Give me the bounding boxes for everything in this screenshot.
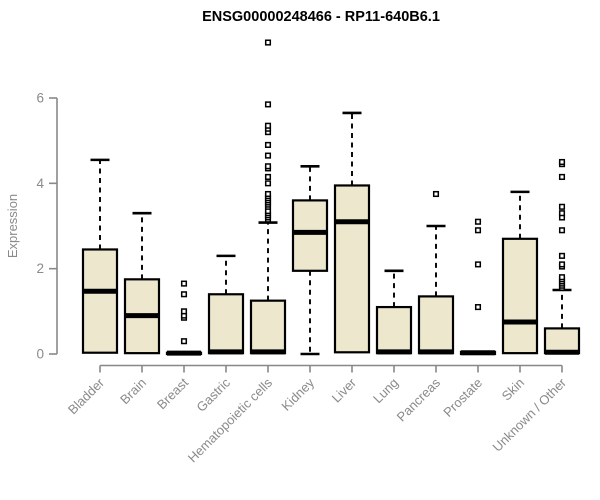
outlier-hematopoietic-cells [264, 173, 272, 180]
box-unknown-other [543, 327, 581, 355]
box-gastric [207, 293, 245, 355]
outlier-hematopoietic-cells [264, 101, 272, 108]
x-tick-label-lung: Lung [370, 375, 401, 406]
box-kidney [291, 199, 329, 272]
x-tick-label-kidney: Kidney [278, 375, 317, 414]
outlier-hematopoietic-cells [264, 152, 272, 159]
y-tick-label: 4 [36, 176, 44, 191]
y-tick-label: 6 [36, 91, 44, 106]
x-tick-label-bladder: Bladder [65, 375, 108, 418]
box-skin [501, 237, 539, 355]
y-axis-label: Expression [5, 194, 20, 258]
x-tick-label-pancreas: Pancreas [394, 375, 444, 425]
outlier-prostate [474, 227, 482, 234]
box-pancreas [417, 295, 455, 355]
outlier-unknown-other [558, 252, 566, 259]
x-tick-label-prostate: Prostate [440, 375, 485, 420]
outlier-prostate [474, 218, 482, 225]
x-tick-label-skin: Skin [499, 375, 527, 403]
outlier-unknown-other [558, 274, 566, 281]
outlier-hematopoietic-cells [264, 163, 272, 170]
outlier-breast [180, 291, 188, 298]
box-hematopoietic-cells [249, 299, 287, 355]
chart-title: ENSG00000248466 - RP11-640B6.1 [202, 9, 440, 25]
outlier-hematopoietic-cells [264, 39, 272, 46]
outlier-unknown-other [558, 261, 566, 268]
outlier-hematopoietic-cells [264, 122, 272, 129]
outlier-hematopoietic-cells [264, 190, 272, 198]
outlier-breast [180, 280, 188, 287]
outlier-unknown-other [558, 210, 566, 217]
outlier-hematopoietic-cells [264, 141, 272, 148]
y-tick-label: 0 [36, 347, 44, 362]
outlier-unknown-other [558, 158, 566, 166]
box-bladder [81, 248, 119, 354]
x-tick-label-gastric: Gastric [193, 375, 233, 415]
box-lung [375, 305, 413, 355]
outlier-hematopoietic-cells [264, 180, 272, 187]
x-tick-label-unknown-other: Unknown / Other [490, 375, 570, 455]
outlier-unknown-other [558, 173, 566, 180]
box-liver [333, 184, 371, 354]
outlier-pancreas [432, 190, 440, 198]
outlier-unknown-other [558, 227, 566, 234]
outlier-unknown-other [558, 203, 566, 210]
outlier-prostate [474, 261, 482, 268]
y-tick-label: 2 [36, 261, 44, 276]
x-tick-label-liver: Liver [329, 375, 360, 406]
x-tick-label-brain: Brain [117, 375, 149, 407]
x-tick-label-breast: Breast [154, 375, 191, 412]
outlier-breast [180, 308, 188, 315]
outlier-prostate [474, 304, 482, 311]
outlier-breast [180, 338, 188, 345]
